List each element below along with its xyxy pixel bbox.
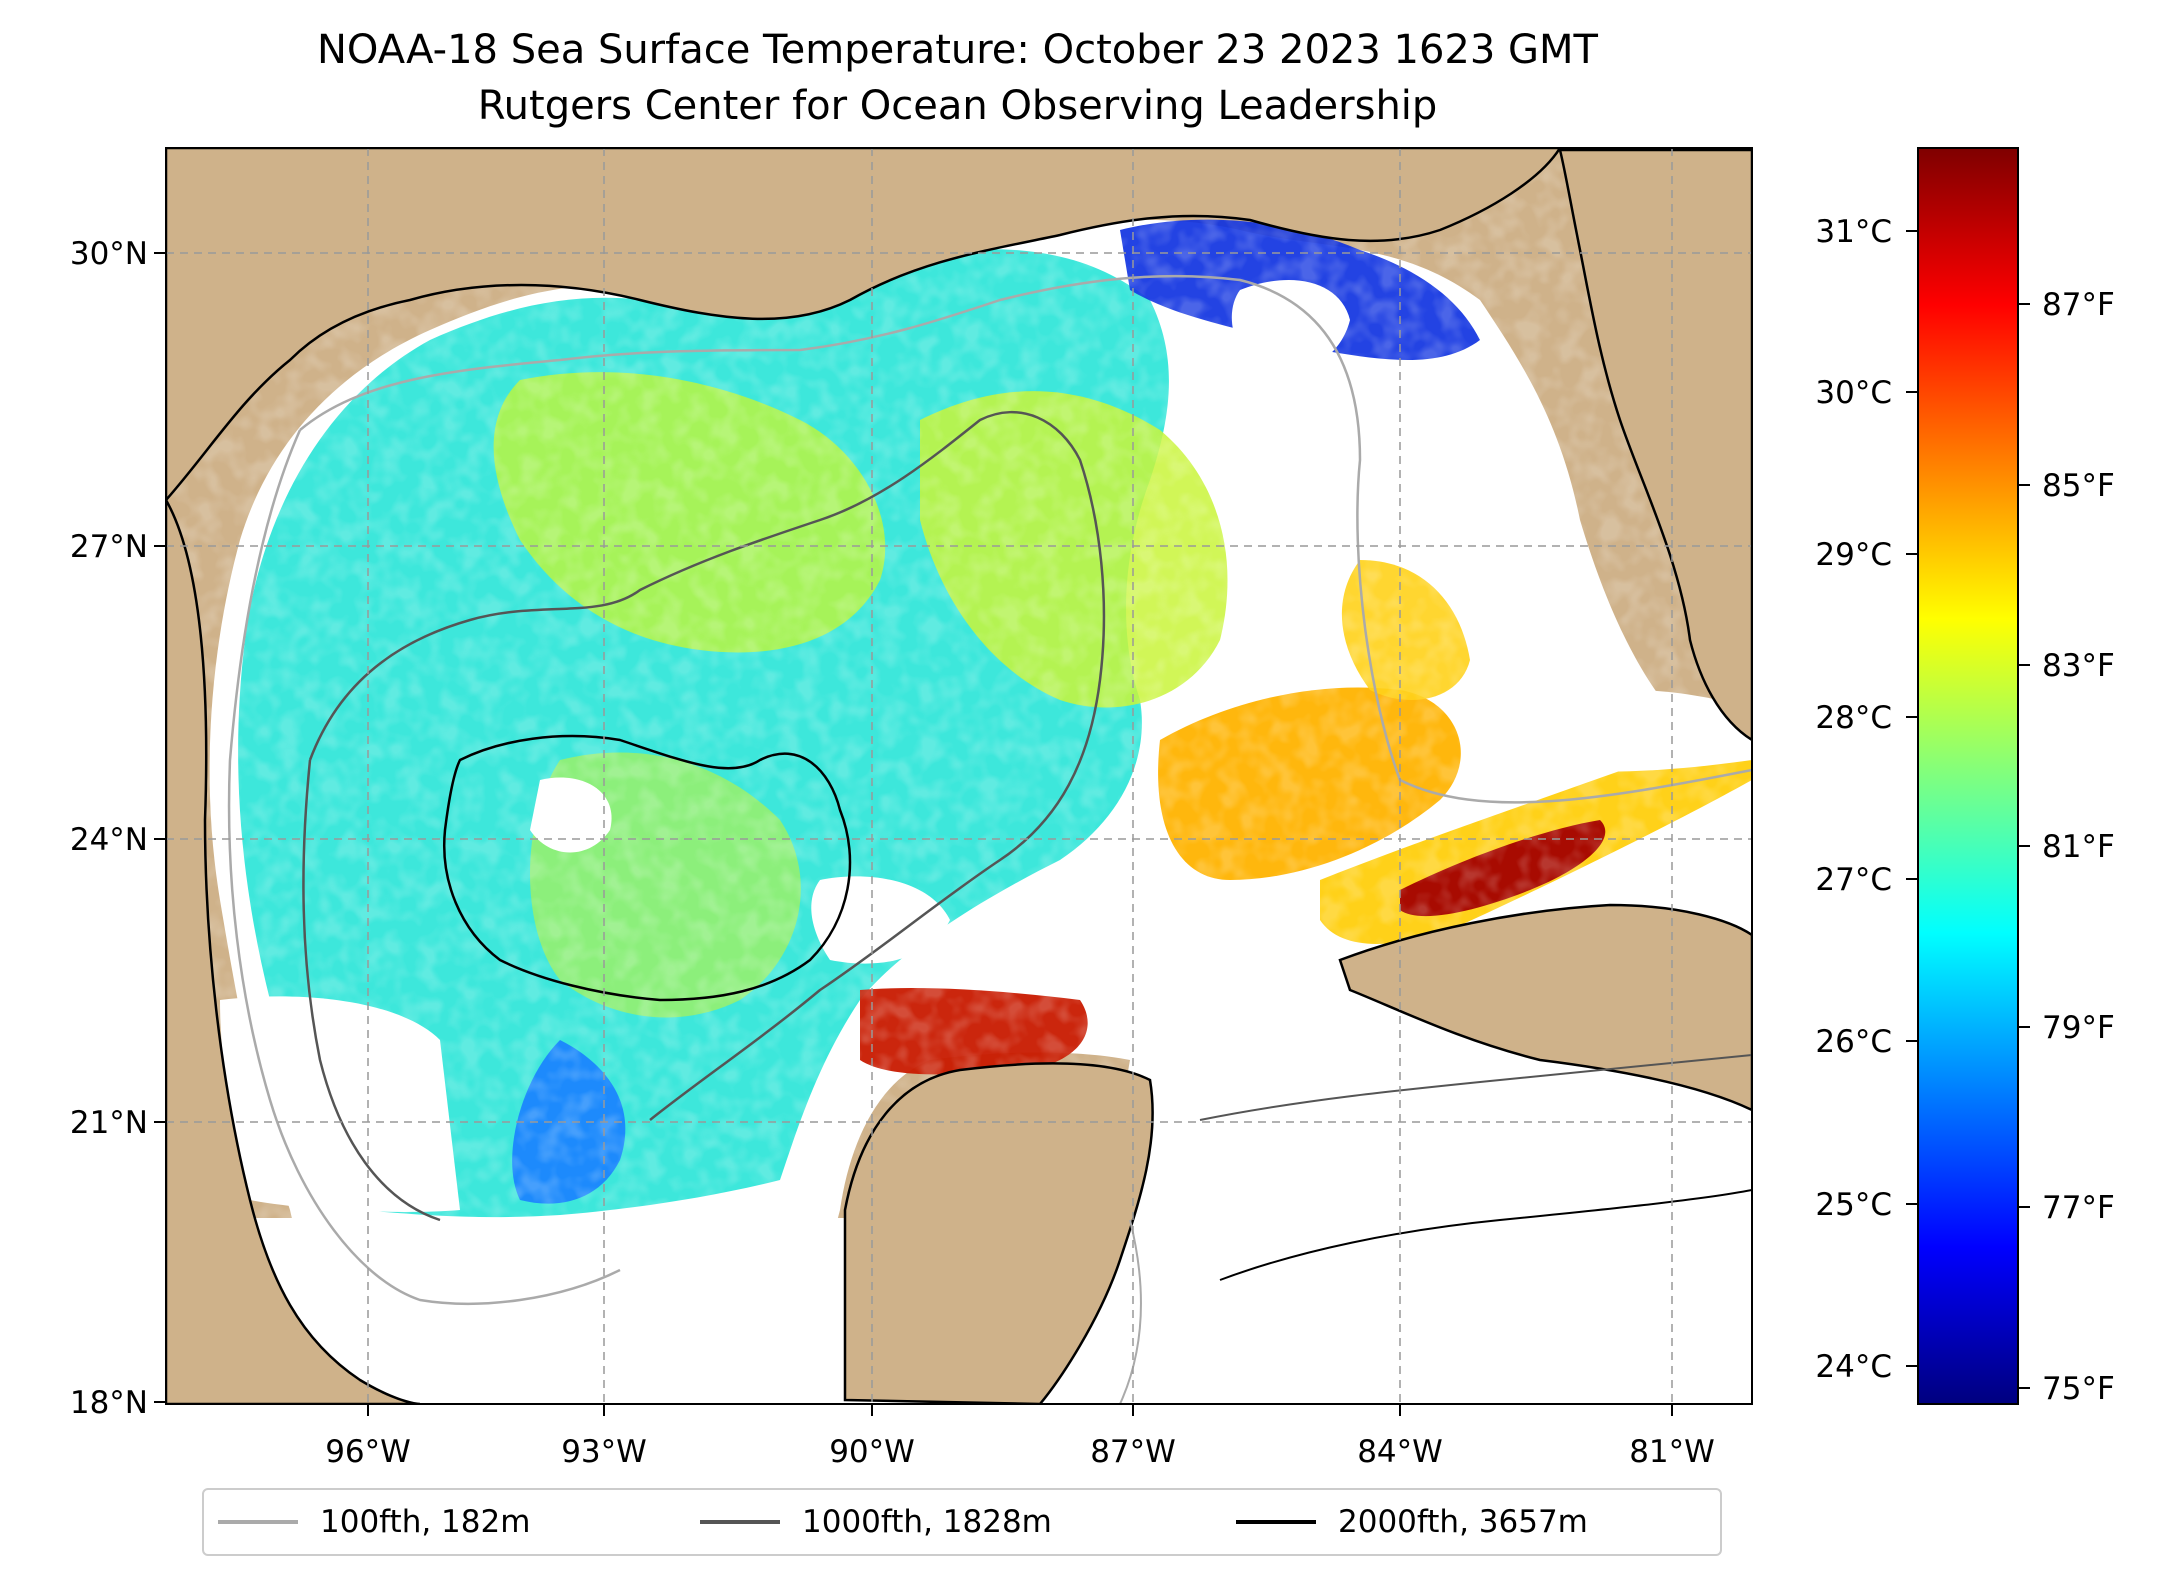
lon-tick-label: 81°W [1629,1434,1715,1470]
mexico-west-coast [166,497,421,1404]
celsius-tick-label: 24°C [1815,1349,1892,1385]
lon-tick-label: 96°W [325,1434,411,1470]
legend-swatch [1236,1520,1316,1524]
lat-tick-label: 27°N [70,529,148,565]
lon-tick-label: 87°W [1090,1434,1176,1470]
legend-label: 1000fth, 1828m [802,1504,1052,1540]
lon-tick-label: 93°W [561,1434,647,1470]
legend-swatch [700,1520,780,1524]
legend-swatch [218,1520,298,1524]
celsius-tick-label: 25°C [1815,1187,1892,1223]
contour-legend: 100fth, 182m 1000fth, 1828m 2000fth, 365… [202,1488,1722,1556]
lat-tick-label: 21°N [70,1105,148,1141]
celsius-tick-label: 28°C [1815,700,1892,736]
legend-label: 100fth, 182m [320,1504,531,1540]
fahrenheit-tick-label: 83°F [2042,648,2115,684]
lat-axis [154,252,166,1403]
fahrenheit-tick-label: 87°F [2042,287,2115,323]
celsius-tick-label: 30°C [1815,375,1892,411]
yucatan-peninsula [843,1062,1154,1404]
lat-tick-label: 30°N [70,236,148,272]
lon-axis [367,1404,1673,1416]
lat-tick-label: 24°N [70,822,148,858]
lon-tick-label: 84°W [1357,1434,1443,1470]
land-masses [166,148,1752,1404]
celsius-tick-label: 31°C [1815,214,1892,250]
fahrenheit-tick-label: 77°F [2042,1190,2115,1226]
fahrenheit-tick-label: 85°F [2042,468,2115,504]
celsius-tick-label: 29°C [1815,537,1892,573]
colorbar: 31°C 30°C 29°C 28°C 27°C 26°C 25°C 24°C … [1815,147,2115,1407]
legend-item-2000fth: 2000fth, 3657m [1236,1490,1588,1554]
legend-item-100fth: 100fth, 182m [218,1490,530,1554]
celsius-tick-label: 26°C [1815,1024,1892,1060]
map-frame [165,147,1753,1405]
cuba [1338,903,1752,1112]
fahrenheit-tick-label: 81°F [2042,829,2115,865]
fahrenheit-tick-label: 79°F [2042,1010,2115,1046]
map-panel [166,148,1752,1404]
legend-label: 2000fth, 3657m [1338,1504,1588,1540]
celsius-tick-label: 27°C [1815,862,1892,898]
figure-subtitle: Rutgers Center for Ocean Observing Leade… [477,83,1438,129]
figure-title: NOAA-18 Sea Surface Temperature: October… [317,27,1598,73]
celsius-tick-labels: 31°C 30°C 29°C 28°C 27°C 26°C 25°C 24°C [1815,214,1892,1385]
contour-1000fth [302,410,1106,1222]
graticule [166,148,1752,1404]
colorbar-gradient [1917,147,2019,1405]
florida-peninsula [1558,148,1752,742]
contour-2000fth [443,734,852,1002]
lat-tick-labels: 30°N 27°N 24°N 21°N 18°N [70,236,148,1421]
fahrenheit-tick-label: 75°F [2042,1371,2115,1407]
lon-tick-labels: 96°W 93°W 90°W 87°W 84°W 81°W [325,1434,1715,1470]
northern-coast [166,148,1562,502]
legend-item-1000fth: 1000fth, 1828m [700,1490,1052,1554]
lon-tick-label: 90°W [829,1434,915,1470]
lat-tick-label: 18°N [70,1385,148,1421]
fahrenheit-tick-labels: 87°F 85°F 83°F 81°F 79°F 77°F 75°F [2042,287,2115,1407]
